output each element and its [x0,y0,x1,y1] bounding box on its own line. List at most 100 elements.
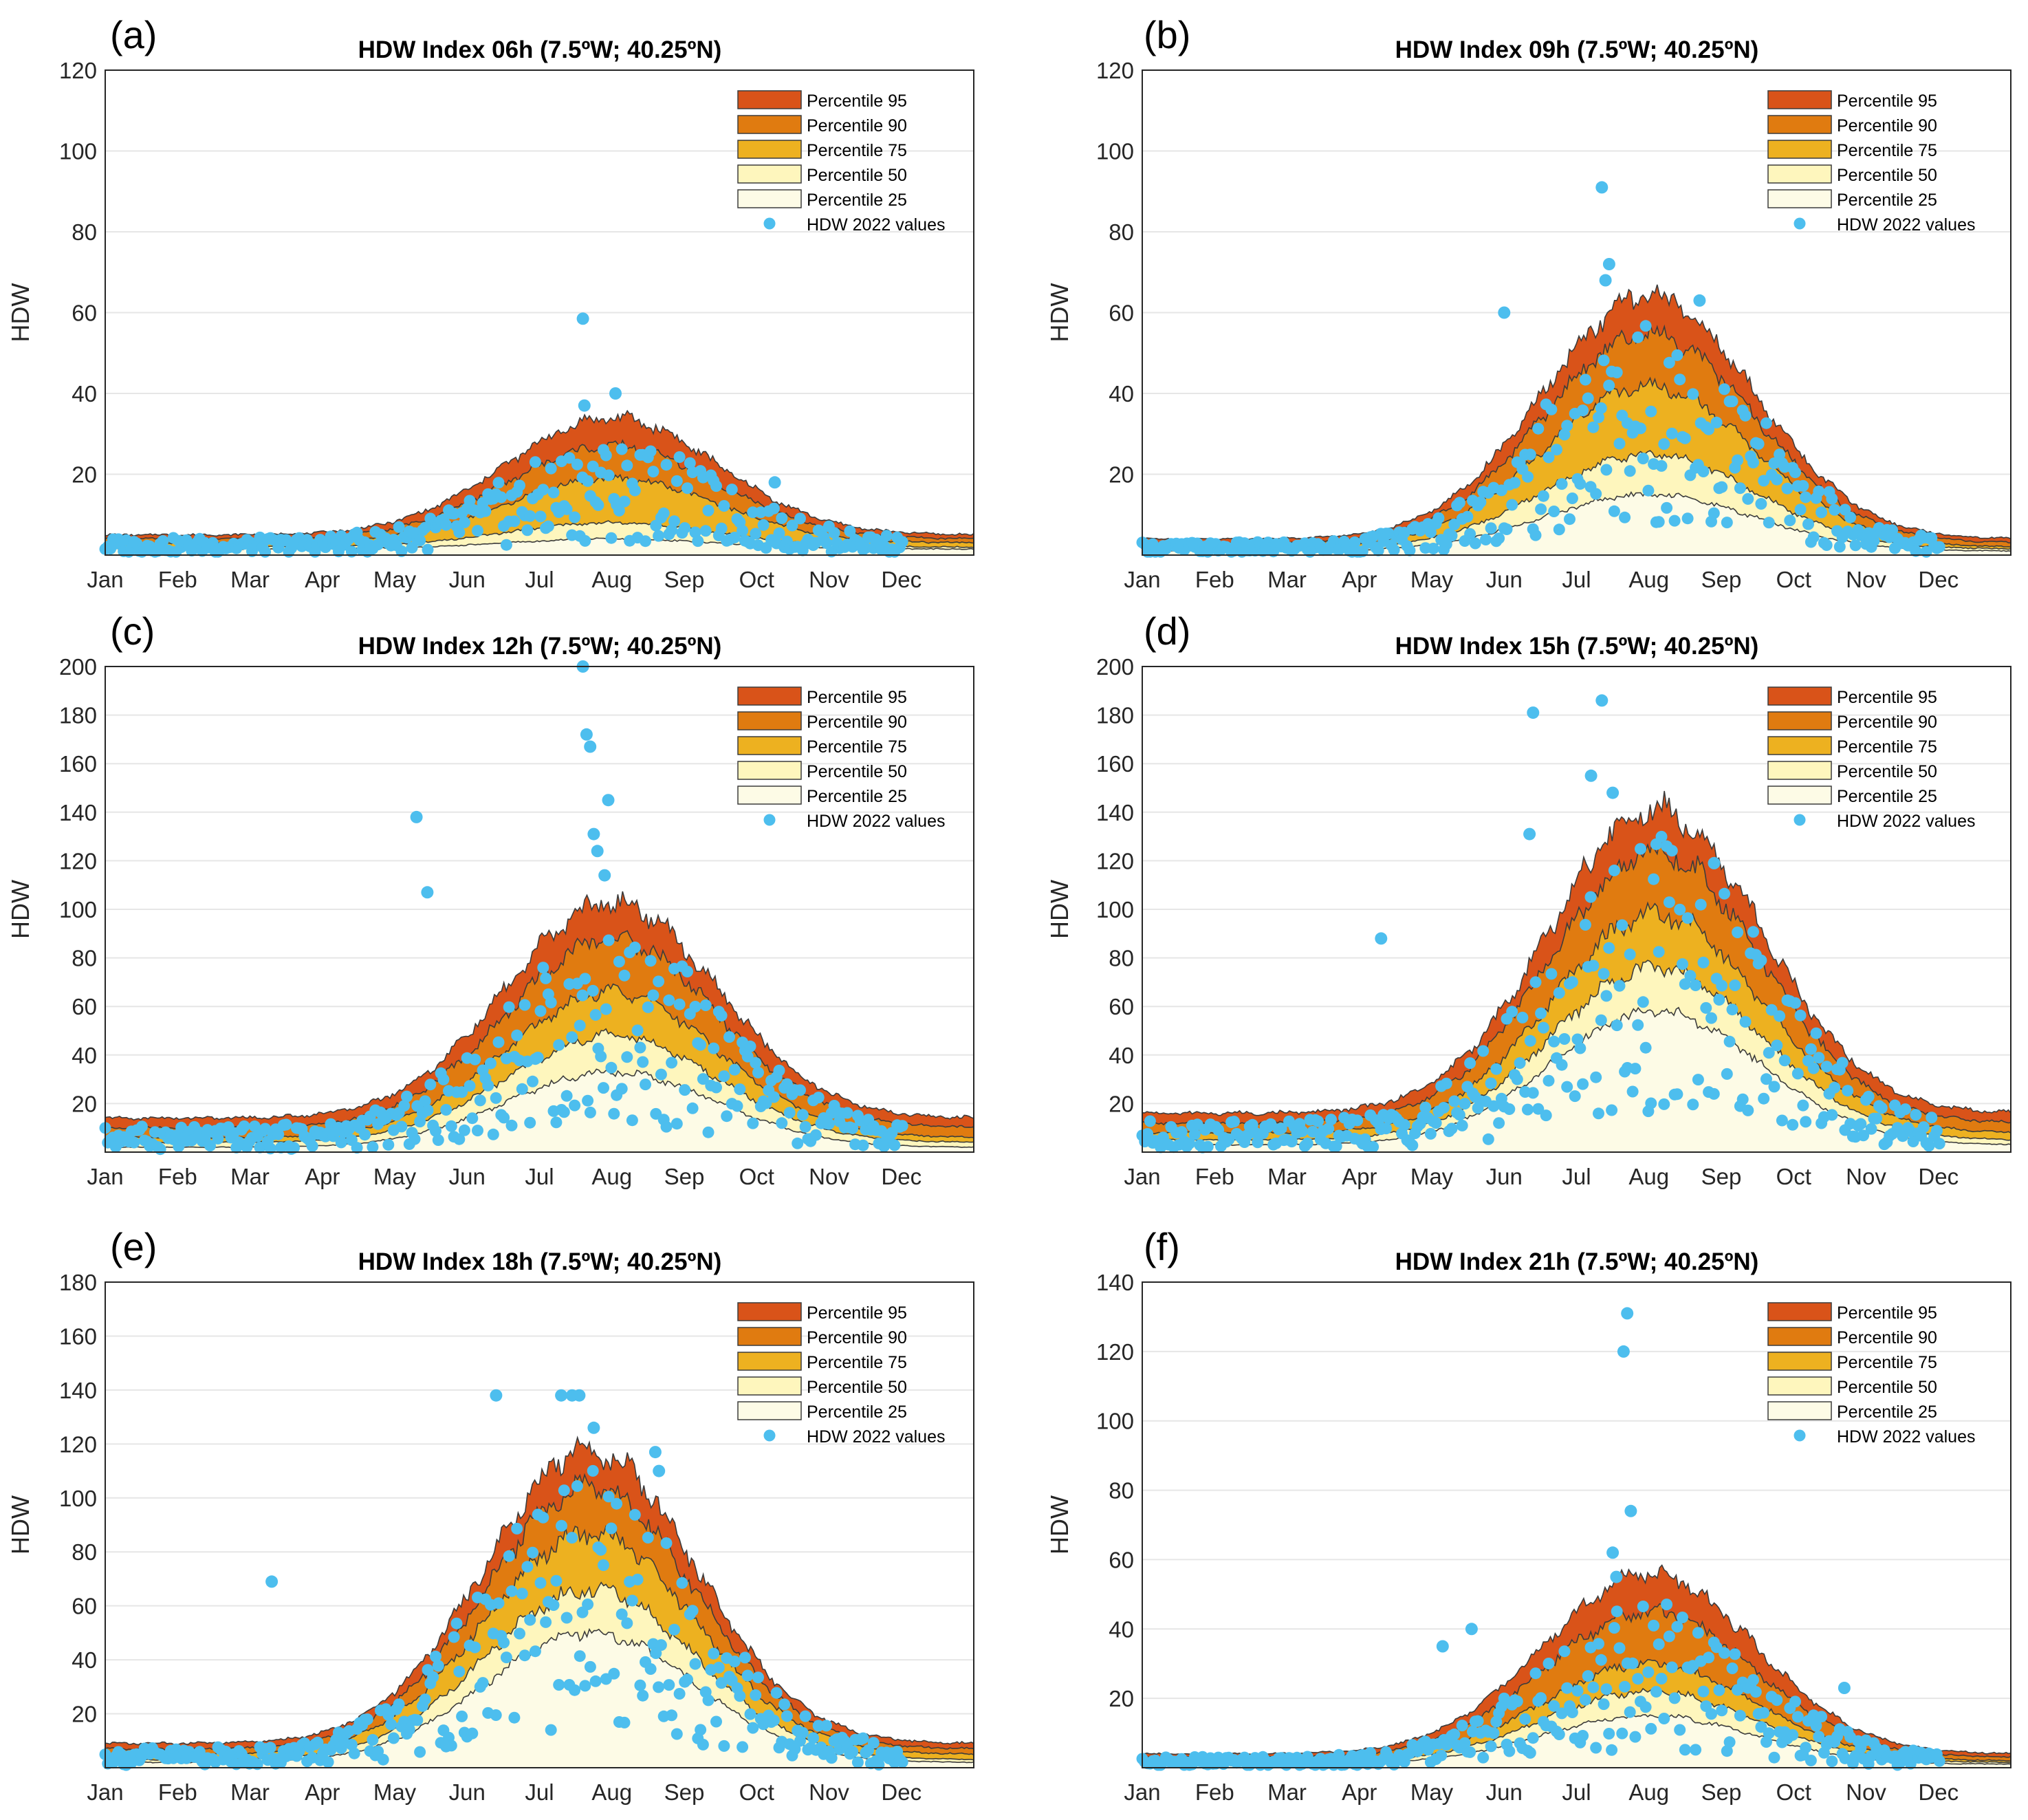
legend-marker [763,1429,776,1442]
data-point [728,1656,741,1667]
x-tick-label: Sep [664,1164,705,1189]
data-point [393,521,405,533]
data-point [1794,503,1807,516]
data-point [697,1073,709,1085]
data-point [1639,1701,1652,1713]
hdw-2022-points [99,312,908,558]
panel-label: (b) [1144,13,1190,56]
data-point [556,1519,567,1532]
hdw-2022-points [1136,694,1945,1153]
legend-marker [763,814,776,826]
data-point [1637,453,1649,465]
data-point [602,934,615,946]
data-point [516,1588,528,1600]
data-point [1498,306,1511,319]
data-point [673,1688,686,1700]
data-point [579,534,591,547]
data-point [1556,478,1568,490]
data-point [1765,1004,1778,1016]
data-point [458,517,470,528]
data-point [1679,1744,1691,1756]
data-point [702,1694,715,1707]
data-point [453,1133,466,1145]
data-point [637,1056,649,1068]
data-point [1626,1657,1639,1669]
data-point [1464,528,1476,540]
data-point [1760,1736,1772,1748]
data-point [684,457,696,469]
data-point [514,479,525,492]
data-point [1697,1685,1710,1698]
data-point [1726,1004,1738,1016]
legend-label: Percentile 95 [807,91,907,111]
data-point [519,1649,531,1662]
data-point [1616,1727,1628,1740]
data-point [1587,1681,1600,1693]
data-point [841,1107,853,1119]
data-point [1679,978,1691,990]
data-point [1674,373,1686,386]
data-point [1453,497,1465,509]
data-point [1805,1755,1817,1766]
data-point [820,537,833,549]
data-point [445,1120,457,1132]
data-point [419,1693,431,1706]
legend-label: Percentile 90 [1837,1328,1937,1347]
legend-marker [1793,1429,1806,1442]
data-point [1542,451,1555,464]
data-point [1629,1063,1642,1075]
data-point [728,1063,741,1076]
data-point [1674,903,1686,916]
data-point [1862,1090,1875,1103]
x-tick-label: Jul [525,1779,554,1805]
data-point [204,1140,216,1152]
data-point [527,1075,538,1087]
x-tick-label: May [373,1164,417,1189]
data-point [629,1508,641,1521]
legend: Percentile 95 Percentile 90 Percentile 75 P… [1767,686,1975,831]
data-point [450,1617,463,1629]
data-point [896,1756,908,1768]
x-tick-label: Sep [1701,567,1742,592]
data-point [1729,979,1741,991]
legend-swatch [737,1327,802,1346]
data-point [642,1532,654,1543]
y-tick-label: 40 [72,1647,97,1673]
data-point [479,505,492,517]
data-point [532,1052,544,1063]
data-point [1511,1073,1523,1085]
x-tick-label: Oct [739,1779,774,1805]
data-point [1648,873,1660,885]
data-point [825,1752,838,1764]
data-point [715,1010,728,1021]
data-point [312,1736,324,1748]
data-point [534,1577,547,1589]
chart-title: HDW Index 09h (7.5ºW; 40.25ºN) [1395,36,1759,63]
data-point [799,1710,811,1722]
data-point [469,1053,481,1065]
axes-frame [105,69,974,556]
data-point [492,477,505,489]
legend-swatch [737,1401,802,1420]
data-point [1453,1109,1465,1121]
legend: Percentile 95 Percentile 90 Percentile 75 P… [737,90,945,235]
data-point [456,1086,468,1098]
data-point [154,1143,166,1156]
y-tick-label: 60 [72,1594,97,1619]
data-point [565,1389,578,1402]
data-point [1501,523,1513,535]
x-tick-label: Apr [1342,1779,1377,1805]
data-point [1556,1059,1568,1071]
data-point [587,827,600,841]
legend-swatch [1767,90,1832,109]
data-point [1666,1661,1678,1673]
data-point [1789,1696,1801,1708]
legend-label: Percentile 90 [807,116,907,136]
data-point [1553,987,1565,999]
data-point [1710,416,1723,429]
data-point [1661,1599,1673,1611]
data-point [477,1677,489,1689]
data-point [1679,432,1691,444]
data-point [828,527,840,539]
data-point [1739,1016,1752,1028]
